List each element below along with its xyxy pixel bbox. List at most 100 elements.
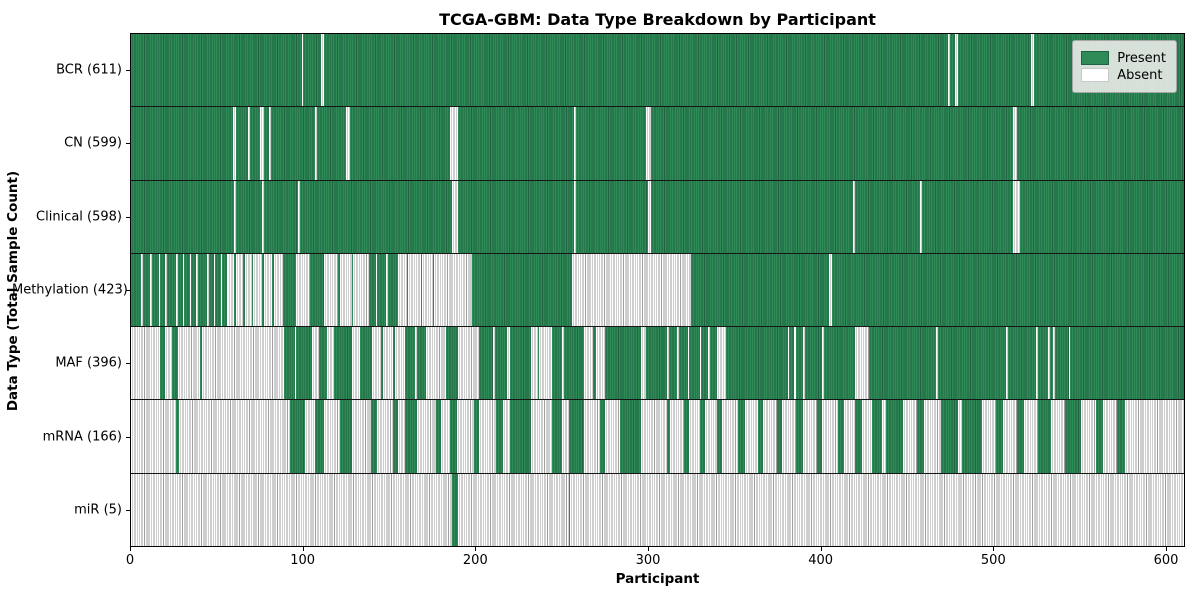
absent-segment xyxy=(382,327,393,400)
y-tick-mark xyxy=(126,290,130,291)
present-segment xyxy=(816,400,823,473)
present-segment xyxy=(823,327,855,400)
absent-segment xyxy=(699,327,702,400)
present-segment xyxy=(796,327,804,400)
y-tick-label-mir: miR (5) xyxy=(74,502,122,518)
y-tick-mark xyxy=(126,510,130,512)
present-segment xyxy=(1049,327,1053,400)
x-tick-mark xyxy=(130,547,131,551)
present-segment xyxy=(191,253,197,327)
present-segment xyxy=(392,400,399,473)
present-segment xyxy=(666,400,671,473)
present-segment xyxy=(668,327,678,400)
absent-segment xyxy=(177,327,200,400)
present-segment xyxy=(334,327,352,400)
present-segment xyxy=(922,180,1014,253)
absent-segment xyxy=(530,400,552,473)
x-axis-title: Participant xyxy=(615,571,700,587)
absent-segment xyxy=(844,400,855,473)
present-segment xyxy=(270,107,316,180)
present-segment xyxy=(289,400,306,473)
absent-segment xyxy=(149,253,152,327)
absent-segment xyxy=(236,253,244,327)
absent-segment xyxy=(425,327,447,400)
present-segment xyxy=(1054,327,1069,400)
absent-segment xyxy=(268,107,271,180)
present-segment xyxy=(510,327,531,400)
present-segment xyxy=(941,400,959,473)
absent-segment xyxy=(377,400,393,473)
y-tick-label-clinical: Clinical (598) xyxy=(36,209,122,225)
present-segment xyxy=(272,253,275,327)
absent-segment xyxy=(828,253,833,327)
x-tick-label-200: 200 xyxy=(462,553,488,568)
plot-area: Present Absent xyxy=(130,33,1185,547)
absent-segment xyxy=(530,327,538,400)
present-segment xyxy=(710,327,717,400)
present-segment xyxy=(599,400,605,473)
absent-segment xyxy=(803,327,805,400)
present-segment xyxy=(537,327,540,400)
absent-segment xyxy=(677,327,680,400)
absent-segment xyxy=(165,327,173,400)
present-segment xyxy=(317,107,347,180)
absent-segment xyxy=(1080,400,1097,473)
absent-segment xyxy=(253,253,262,327)
present-segment xyxy=(310,253,324,327)
present-segment xyxy=(758,400,764,473)
absent-segment xyxy=(311,327,319,400)
present-segment xyxy=(405,327,416,400)
y-tick-label-methylation: Methylation (423) xyxy=(12,282,128,298)
present-segment xyxy=(296,327,312,400)
absent-segment xyxy=(351,400,371,473)
absent-segment xyxy=(573,180,576,253)
present-segment xyxy=(479,327,493,400)
absent-segment xyxy=(227,253,235,327)
present-segment xyxy=(1037,400,1052,473)
absent-segment xyxy=(179,400,290,473)
present-swatch-icon xyxy=(1081,51,1110,65)
chart-title: TCGA-GBM: Data Type Breakdown by Partici… xyxy=(439,10,876,29)
x-tick-mark xyxy=(1166,547,1167,551)
absent-segment xyxy=(763,400,778,473)
absent-segment xyxy=(301,34,304,107)
present-segment xyxy=(131,107,233,180)
present-segment xyxy=(868,327,936,400)
x-tick-label-500: 500 xyxy=(980,553,1006,568)
present-segment xyxy=(646,327,667,400)
absent-segment xyxy=(294,327,297,400)
absent-segment xyxy=(458,327,480,400)
absent-segment xyxy=(722,400,738,473)
absent-segment xyxy=(213,253,216,327)
present-segment xyxy=(339,400,352,473)
absent-segment xyxy=(324,400,340,473)
absent-segment xyxy=(641,327,647,400)
absent-segment xyxy=(434,253,473,327)
absent-segment xyxy=(206,253,209,327)
x-tick-label-100: 100 xyxy=(290,553,316,568)
heatmap-row-clinical xyxy=(131,180,1184,254)
present-segment xyxy=(315,400,324,473)
absent-segment xyxy=(386,253,388,327)
present-segment xyxy=(368,253,376,327)
present-segment xyxy=(592,327,597,400)
absent-segment xyxy=(670,400,685,473)
absent-segment xyxy=(903,400,917,473)
present-segment xyxy=(737,400,745,473)
present-segment xyxy=(349,107,450,180)
present-segment xyxy=(405,400,418,473)
present-segment xyxy=(299,180,452,253)
present-segment xyxy=(236,180,262,253)
absent-segment xyxy=(646,107,652,180)
absent-segment xyxy=(196,253,199,327)
present-segment xyxy=(872,400,883,473)
absent-segment xyxy=(451,180,459,253)
x-tick-mark xyxy=(648,547,649,551)
present-segment xyxy=(684,400,690,473)
heatmap-row-cn xyxy=(131,107,1184,181)
present-segment xyxy=(916,400,924,473)
present-segment xyxy=(679,327,688,400)
absent-segment xyxy=(372,327,381,400)
y-tick-mark xyxy=(126,216,130,218)
present-segment xyxy=(996,400,1004,473)
